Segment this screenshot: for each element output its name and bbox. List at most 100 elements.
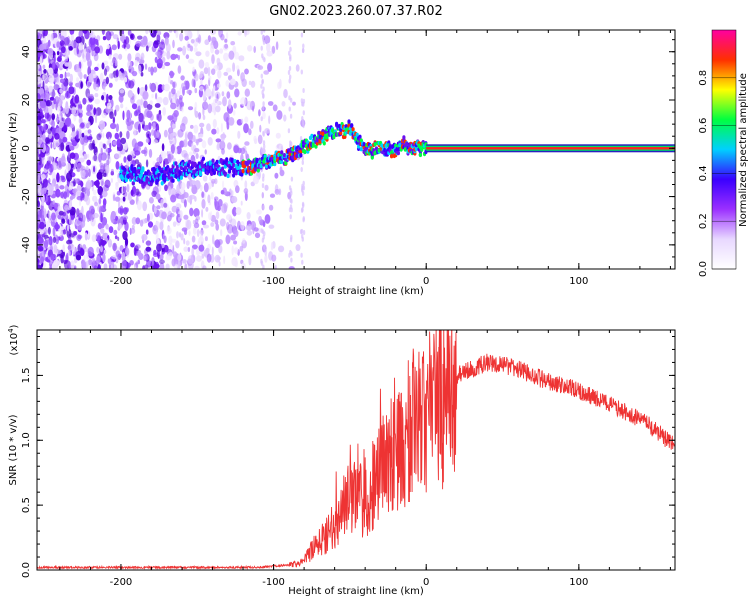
spectrogram-cell xyxy=(268,224,275,229)
spectrogram-cell xyxy=(184,35,189,41)
spectrogram-cell xyxy=(37,222,40,230)
spectrogram-cell xyxy=(201,199,206,209)
spectrogram-ridge-cell xyxy=(259,163,263,169)
spectrogram-cell xyxy=(125,43,131,50)
spectrogram-cell xyxy=(261,183,265,189)
spectrogram-cell xyxy=(302,88,305,93)
spectrogram-cell xyxy=(97,222,103,230)
spectrogram-cell xyxy=(302,216,305,222)
spectrogram-cell xyxy=(258,215,262,223)
spectrogram-cell xyxy=(110,61,114,67)
spectrogram-cell xyxy=(101,95,105,101)
spectrogram-cell xyxy=(125,117,132,127)
spectrogram-cell xyxy=(146,260,153,268)
spectrogram-ridge-cell xyxy=(373,142,377,147)
spectrogram-cell xyxy=(186,219,192,230)
spectrogram-cell xyxy=(277,81,281,90)
spectrogram-cell xyxy=(100,212,103,223)
spectrogram-ridge-cell xyxy=(388,145,392,150)
spectrogram-cell xyxy=(69,73,73,83)
spectrogram-cell xyxy=(198,133,204,139)
spectrogram-cell xyxy=(52,236,57,243)
spectrogram-cell xyxy=(260,83,263,89)
spectrogram-cell xyxy=(86,189,90,197)
spectrogram-cell xyxy=(107,258,111,264)
spectrogram-cell xyxy=(96,246,100,254)
spectrogram-cell xyxy=(99,194,103,199)
spectrogram-cell xyxy=(71,131,77,137)
spectrogram-cell xyxy=(69,123,75,129)
spectrogram-cell xyxy=(54,96,60,105)
spectrogram-cell xyxy=(260,45,263,51)
spectrogram-cell xyxy=(39,152,46,158)
spectrogram-cell xyxy=(235,207,242,215)
spectrogram-cell xyxy=(224,38,228,43)
spectrogram-cell xyxy=(289,46,292,52)
spectrogram-cell xyxy=(44,239,52,245)
spectrogram-cell xyxy=(88,73,94,83)
spectrogram-cell xyxy=(94,98,101,105)
spectrogram-cell xyxy=(100,240,107,246)
spectrogram-cell xyxy=(252,224,255,235)
spectrogram-cell xyxy=(50,32,54,42)
spectrogram-cell xyxy=(110,122,117,130)
spectrogram-cell xyxy=(237,220,241,230)
spectrogram-cell xyxy=(68,215,71,221)
spectrogram-cell xyxy=(93,107,97,116)
spectrogram-cell xyxy=(93,165,96,173)
y-tick-label: 1.5 xyxy=(21,367,32,383)
spectrogram-cell xyxy=(134,142,139,153)
spectrogram-ridge-cell xyxy=(335,121,339,127)
spectrogram-cell xyxy=(110,210,116,219)
spectrogram-cell xyxy=(264,248,268,256)
spectrogram-cell xyxy=(100,228,105,234)
spectrogram-cell xyxy=(198,236,205,246)
spectrogram-cell xyxy=(74,94,80,104)
spectrogram-cell xyxy=(203,182,209,193)
spectrogram-cell xyxy=(226,91,231,99)
spectrogram-cell xyxy=(219,218,226,227)
spectrogram-cell xyxy=(199,122,205,128)
spectrogram-cell xyxy=(279,166,283,173)
spectrogram-cell xyxy=(215,138,222,143)
spectrogram-cell xyxy=(97,235,101,244)
spectrogram-cell xyxy=(244,116,249,123)
spectrogram-cell xyxy=(181,106,184,113)
spectrogram-ridge-cell xyxy=(222,160,226,166)
spectrogram-cell xyxy=(105,155,112,165)
spectrogram-cell xyxy=(281,101,286,107)
spectrogram-cell xyxy=(231,256,238,267)
spectrogram-cell xyxy=(41,193,45,204)
spectrogram-cell xyxy=(243,123,249,134)
spectrogram-cell xyxy=(138,64,142,74)
spectrogram-cell xyxy=(143,255,147,262)
spectrogram-cell xyxy=(211,37,217,44)
spectrogram-cell xyxy=(71,106,77,116)
spectrogram-ridge-cell xyxy=(144,171,148,176)
colorbar-tick-label: 0.6 xyxy=(698,118,709,134)
spectrogram-frame xyxy=(36,29,676,270)
spectrogram-ridge-cell xyxy=(350,123,354,129)
spectrogram-cell xyxy=(191,135,196,143)
spectrogram-cell xyxy=(97,63,100,69)
spectrogram-cell xyxy=(176,98,180,107)
spectrogram-cell xyxy=(217,141,220,151)
spectrogram-cell xyxy=(40,174,46,180)
spectrogram-ridge-cell xyxy=(359,147,363,152)
spectrogram-cell xyxy=(163,32,170,39)
spectrogram-cell xyxy=(302,185,306,191)
spectrogram-cell xyxy=(214,49,220,55)
spectrogram-cell xyxy=(155,51,161,56)
spectrogram-cell xyxy=(69,152,76,159)
spectrogram-ridge-cell xyxy=(322,141,326,146)
spectrogram-cell xyxy=(260,258,263,264)
spectrogram-cell xyxy=(233,229,239,238)
spectrogram-cell xyxy=(194,265,200,269)
spectrogram-cell xyxy=(115,104,120,112)
spectrogram-ridge-cell xyxy=(227,169,232,174)
spectrogram-cell xyxy=(120,137,127,145)
spectrogram-cell xyxy=(210,30,216,35)
spectrogram-ridge-cell xyxy=(405,141,409,146)
spectrogram-cell xyxy=(302,48,305,53)
spectrogram-cell xyxy=(77,104,80,109)
